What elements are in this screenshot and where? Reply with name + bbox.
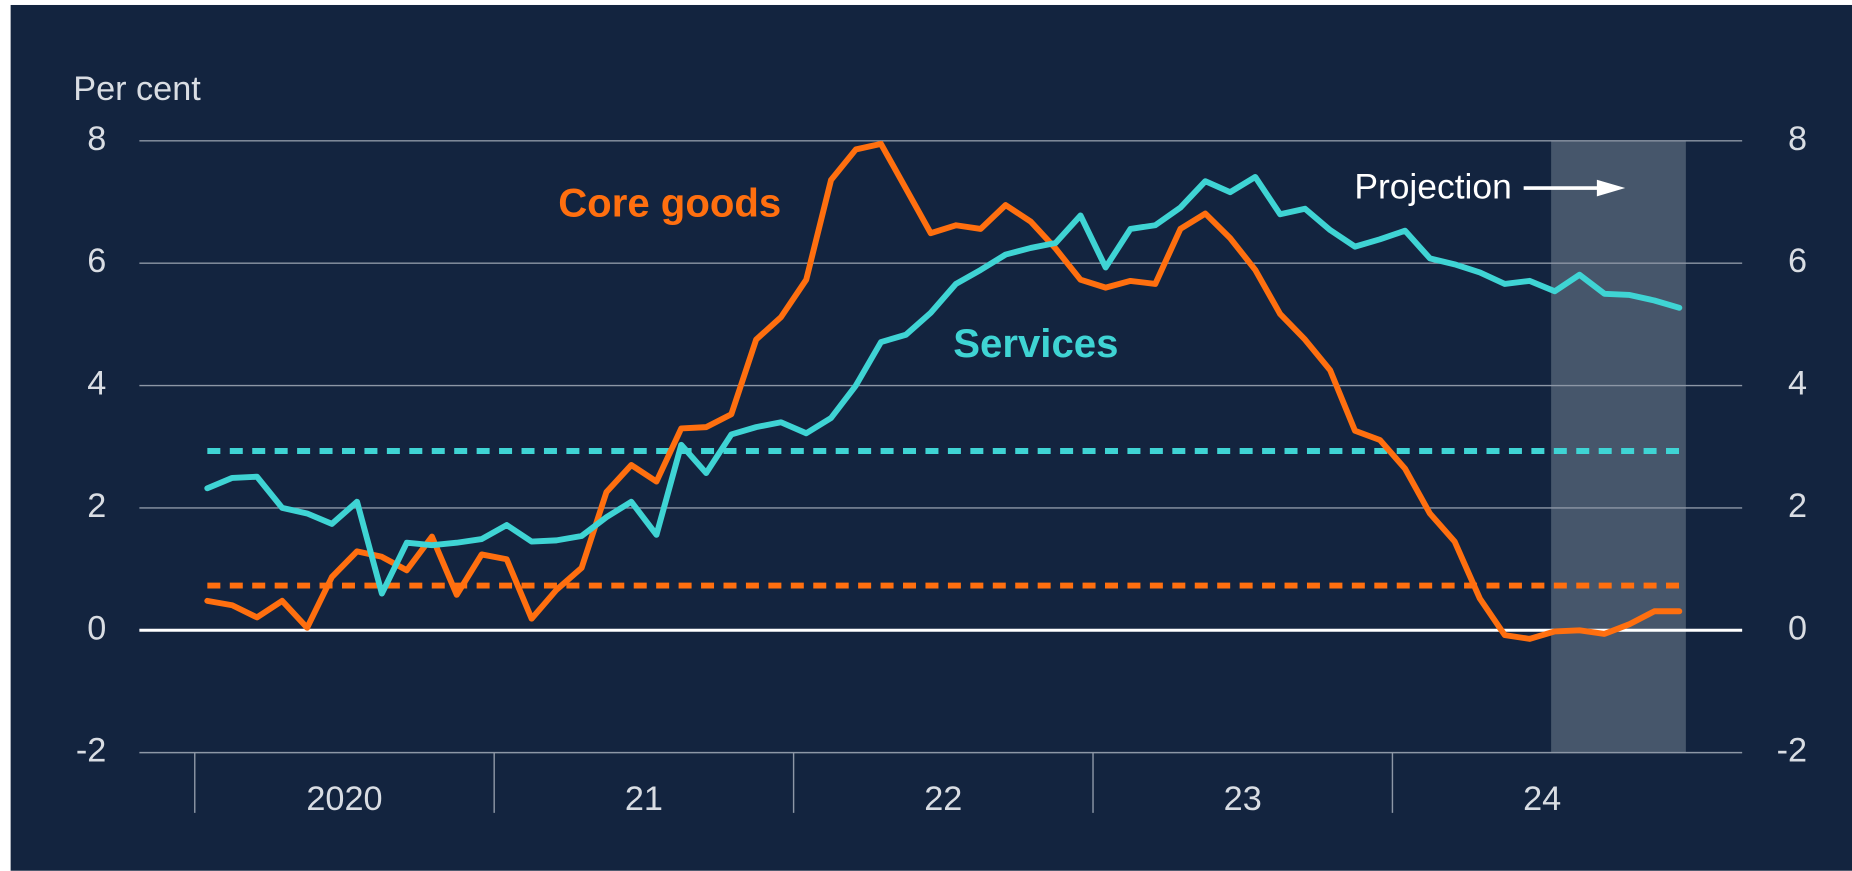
series-label: Services	[953, 321, 1118, 366]
y-tick-label: 0	[87, 609, 106, 647]
series-line	[204, 140, 1683, 642]
y-tick-label: 6	[87, 242, 106, 280]
x-tick-label: 2020	[306, 780, 382, 818]
series-line	[204, 173, 1683, 597]
projection-arrowhead	[1596, 179, 1626, 197]
y2-tick-label: 6	[1788, 242, 1807, 280]
y2-tick-label: 2	[1788, 487, 1807, 525]
series-label: Core goods	[558, 180, 781, 225]
x-tick-label: 23	[1224, 780, 1262, 818]
y-tick-label: -2	[76, 732, 106, 770]
x-tick-label: 21	[625, 780, 663, 818]
x-tick-label: 22	[924, 780, 962, 818]
y2-tick-label: 0	[1788, 609, 1807, 647]
chart-background	[10, 4, 1852, 871]
y-tick-label: 2	[87, 487, 106, 525]
y2-tick-label: 4	[1788, 365, 1807, 403]
y-tick-label: 4	[87, 365, 106, 403]
y2-tick-label: -2	[1777, 732, 1807, 770]
x-tick-label: 24	[1523, 780, 1561, 818]
y2-tick-label: 8	[1788, 120, 1807, 158]
y-tick-label: 8	[87, 120, 106, 158]
y-axis-label: Per cent	[73, 70, 201, 108]
projection-label: Projection	[1354, 167, 1512, 207]
projection-shade	[1551, 140, 1686, 753]
